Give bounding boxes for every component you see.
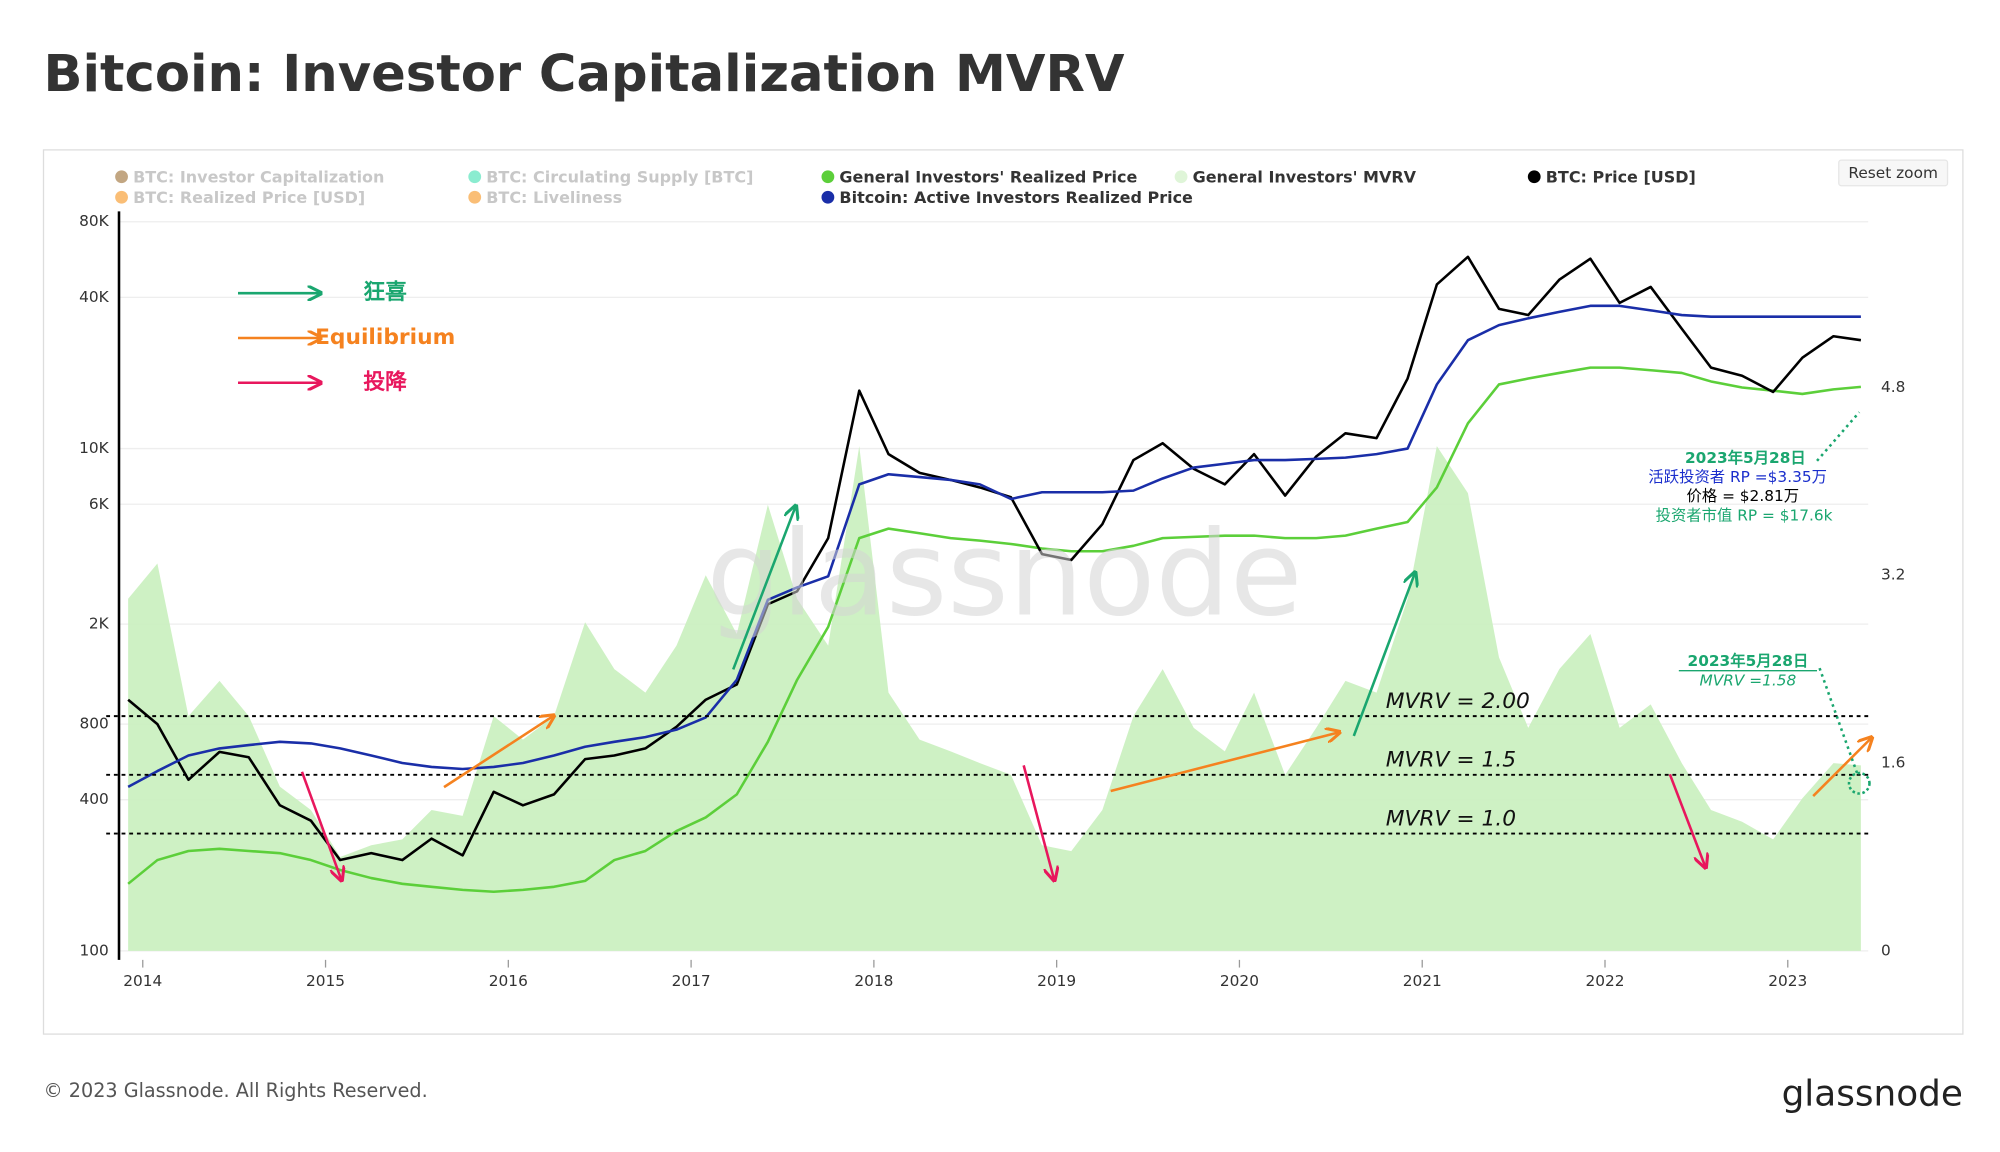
legend-label: BTC: Circulating Supply [BTC] <box>486 168 753 187</box>
reference-label: MVRV = 1.0 <box>1386 806 1516 831</box>
x-tick-label: 2014 <box>123 972 162 990</box>
y-tick-label: 80K <box>79 212 110 230</box>
x-tick-label: 2015 <box>306 972 345 990</box>
capitulation-arrow <box>1668 773 1706 867</box>
annotation: 2023年5月28日 <box>1688 651 1809 670</box>
plot-area: 100 400 800 2K 6K 10K 40K 80K 0 1.6 3.2 4.8 2014 2015… <box>79 211 1905 990</box>
legend-marker <box>115 170 128 184</box>
x-tick-label: 2021 <box>1403 972 1442 990</box>
legend-marker <box>468 190 482 204</box>
y2-tick-label: 4.8 <box>1881 378 1905 396</box>
x-tick-label: 2019 <box>1037 972 1076 990</box>
y2-tick-label: 3.2 <box>1881 566 1905 584</box>
annotation: 价格 = $2.81万 <box>1687 487 1800 505</box>
x-tick-label: 2023 <box>1768 972 1807 990</box>
copyright: © 2023 Glassnode. All Rights Reserved. <box>44 1079 428 1102</box>
legend-label: BTC: Liveliness <box>486 188 622 207</box>
chart-frame <box>42 149 1964 1035</box>
legend-label: General Investors' MVRV <box>1193 168 1417 187</box>
reset-zoom-button[interactable] <box>1838 159 1949 187</box>
y-tick-label: 400 <box>79 790 108 808</box>
y-tick-label: 100 <box>79 941 108 959</box>
legend-marker <box>115 190 128 204</box>
y2-tick-label: 1.6 <box>1881 754 1905 772</box>
y-tick-label: 40K <box>79 288 110 306</box>
legend-label: BTC: Investor Capitalization <box>133 168 384 187</box>
capitulation-arrow <box>300 771 342 881</box>
logo: glassnode <box>1782 1074 1963 1115</box>
annotation: 投资者市值 RP = $17.6k <box>1656 506 1833 524</box>
leader-line <box>1818 667 1860 777</box>
legend-marker <box>1174 170 1188 184</box>
chart-title: Bitcoin: Investor Capitalization MVRV <box>44 44 1125 104</box>
rally-arrow <box>732 506 796 670</box>
equilibrium-arrow <box>1812 737 1872 797</box>
trend-arrows <box>300 411 1872 881</box>
y2-tick-label: 0 <box>1881 941 1891 959</box>
y-tick-label: 6K <box>89 495 110 513</box>
equilibrium-arrow <box>443 715 554 789</box>
x-tick-label: 2020 <box>1220 972 1259 990</box>
legend-label: BTC: Realized Price [USD] <box>133 188 365 207</box>
y-tick-label: 800 <box>79 715 108 733</box>
watermark: glassnode <box>706 506 1302 643</box>
reference-label: MVRV = 1.5 <box>1386 748 1516 773</box>
mvrv-area <box>128 446 1861 951</box>
key-label: 投降 <box>363 370 407 395</box>
x-tick-label: 2018 <box>854 972 893 990</box>
key-label: 狂喜 <box>363 279 407 305</box>
legend-marker <box>821 170 835 184</box>
x-tick-label: 2022 <box>1585 972 1624 990</box>
series-line <box>127 366 1862 894</box>
key-label: Equilibrium <box>315 325 455 350</box>
reference-label: MVRV = 2.00 <box>1386 689 1530 714</box>
legend-marker <box>468 170 482 184</box>
annotation: MVRV =1.58 <box>1700 671 1797 689</box>
legend-marker <box>821 190 835 204</box>
legend-label: Bitcoin: Active Investors Realized Price <box>839 188 1193 207</box>
series-line <box>127 304 1861 788</box>
reset-zoom-label[interactable]: Reset zoom <box>1848 164 1938 182</box>
annotation: 活跃投资者 RP =$3.35万 <box>1648 468 1827 486</box>
y-tick-label: 2K <box>89 615 110 633</box>
x-tick-label: 2016 <box>489 972 528 990</box>
rally-arrow <box>1352 572 1415 737</box>
leader-line <box>1816 411 1861 462</box>
equilibrium-arrow <box>1110 732 1340 793</box>
highlight-circle <box>1847 771 1871 795</box>
legend-label: BTC: Price [USD] <box>1546 168 1696 187</box>
legend-label: General Investors' Realized Price <box>839 168 1137 187</box>
x-tick-label: 2017 <box>672 972 711 990</box>
annotation: 2023年5月28日 <box>1685 448 1806 467</box>
legend-marker <box>1527 170 1541 184</box>
y-tick-label: 10K <box>79 439 110 457</box>
capitulation-arrow <box>1022 765 1055 880</box>
